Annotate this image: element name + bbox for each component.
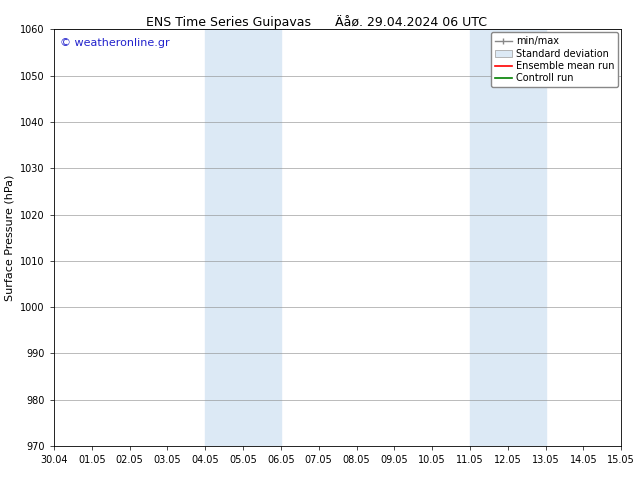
Legend: min/max, Standard deviation, Ensemble mean run, Controll run: min/max, Standard deviation, Ensemble me… (491, 32, 618, 87)
Text: ENS Time Series Guipavas      Äåø. 29.04.2024 06 UTC: ENS Time Series Guipavas Äåø. 29.04.2024… (146, 15, 488, 29)
Y-axis label: Surface Pressure (hPa): Surface Pressure (hPa) (4, 174, 15, 301)
Text: © weatheronline.gr: © weatheronline.gr (60, 38, 169, 48)
Bar (470, 29, 546, 446)
Bar (205, 29, 281, 446)
